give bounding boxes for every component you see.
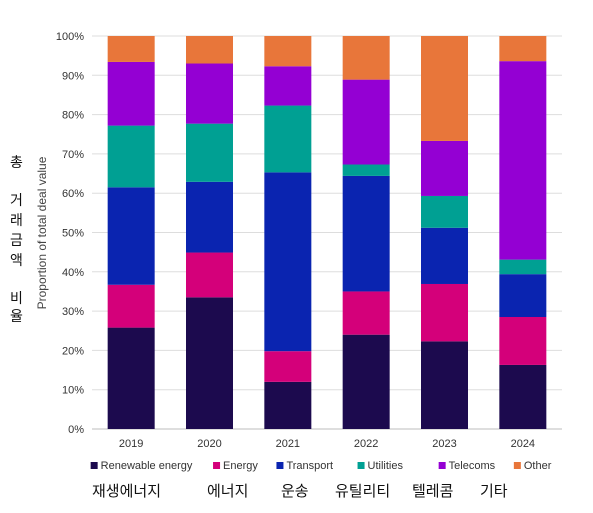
bar-segment [421, 227, 468, 284]
bar-segment [186, 63, 233, 124]
bar-segment [499, 316, 547, 365]
bars-group [107, 36, 547, 429]
y-tick-label: 10% [62, 385, 84, 397]
bar-segment [264, 36, 312, 67]
legend-swatch [438, 462, 446, 469]
bar-segment [107, 36, 155, 62]
legend-label: Other [524, 460, 552, 472]
korean-y-label-char: 거 [10, 193, 23, 209]
bar-segment [421, 341, 468, 429]
y-axis-label: Proportion of total deal value [35, 156, 49, 309]
legend-swatch [213, 462, 221, 469]
legend-swatch [357, 462, 365, 469]
bar-segment [107, 61, 155, 126]
y-tick-label: 100% [56, 31, 84, 43]
bar-segment [264, 381, 312, 429]
bar-segment [186, 252, 233, 298]
bar-segment [186, 297, 233, 429]
bar-segment [499, 61, 547, 260]
korean-legend-label: 유틸리티 [335, 482, 391, 500]
x-tick-label: 2019 [119, 438, 143, 450]
korean-y-label-char: 액 [10, 253, 23, 269]
y-tick-label: 20% [62, 345, 84, 357]
bar-segment [186, 123, 233, 182]
x-tick-label: 2020 [197, 438, 221, 450]
bar-segment [421, 283, 468, 342]
bar-segment [421, 36, 468, 141]
bar-segment [499, 259, 547, 275]
bar-segment [264, 66, 312, 106]
bar-segment [186, 36, 233, 64]
y-tick-label: 0% [68, 424, 84, 436]
y-tick-label: 90% [62, 70, 84, 82]
korean-legend-label: 텔레콤 [412, 482, 454, 500]
legend-label: Utilities [368, 460, 404, 472]
y-tick-label: 60% [62, 188, 84, 200]
bar-segment [186, 181, 233, 253]
legend-label: Telecoms [449, 460, 496, 472]
y-axis-ticks: 0% 10% 20% 30% 40% 50% 60% 70% 80% 90% 100% [56, 31, 84, 436]
legend-swatch [276, 462, 284, 469]
bar-segment [342, 291, 390, 335]
x-tick-label: 2024 [511, 438, 535, 450]
x-axis-ticks: 2019 2020 2021 2022 2023 2024 [119, 438, 535, 450]
bar-segment [421, 140, 468, 196]
bar-segment [342, 334, 390, 429]
korean-y-label-char: 총 [10, 155, 23, 171]
bar-segment [342, 36, 390, 80]
bar-segment [107, 187, 155, 285]
bar-segment [421, 195, 468, 228]
bar-segment [264, 351, 312, 382]
legend-swatch [90, 462, 98, 469]
bar-segment [264, 172, 312, 352]
bar-segment [499, 36, 547, 62]
bar-segment [499, 274, 547, 317]
bar-segment [107, 125, 155, 188]
korean-legend-label: 재생에너지 [92, 482, 162, 500]
bar-segment [342, 164, 390, 176]
legend-label: Transport [286, 460, 333, 472]
y-tick-label: 40% [62, 267, 84, 279]
y-tick-label: 70% [62, 149, 84, 161]
y-tick-label: 80% [62, 110, 84, 122]
korean-legend-label: 운송 [281, 482, 309, 500]
korean-y-label-char: 래 [10, 213, 23, 229]
legend-swatch [513, 462, 521, 469]
y-tick-label: 50% [62, 228, 84, 240]
x-tick-label: 2022 [354, 438, 378, 450]
x-tick-label: 2021 [276, 438, 300, 450]
legend: Renewable energy Energy Transport Utilities… [90, 460, 552, 472]
korean-y-label-char: 율 [10, 309, 23, 325]
bar-segment [499, 364, 547, 429]
korean-legend-label: 에너지 [207, 482, 249, 500]
bar-segment [107, 327, 155, 429]
gridlines [92, 35, 562, 430]
bar-segment [342, 175, 390, 292]
y-tick-label: 30% [62, 306, 84, 318]
bar-segment [107, 284, 155, 328]
korean-y-label-char: 금 [10, 233, 23, 249]
x-tick-label: 2023 [432, 438, 456, 450]
bar-segment [264, 105, 312, 173]
korean-y-label-char: 비 [10, 291, 23, 307]
legend-label: Renewable energy [101, 460, 193, 472]
bar-segment [342, 79, 390, 165]
legend-label: Energy [223, 460, 258, 472]
korean-legend-label: 기타 [480, 482, 508, 500]
